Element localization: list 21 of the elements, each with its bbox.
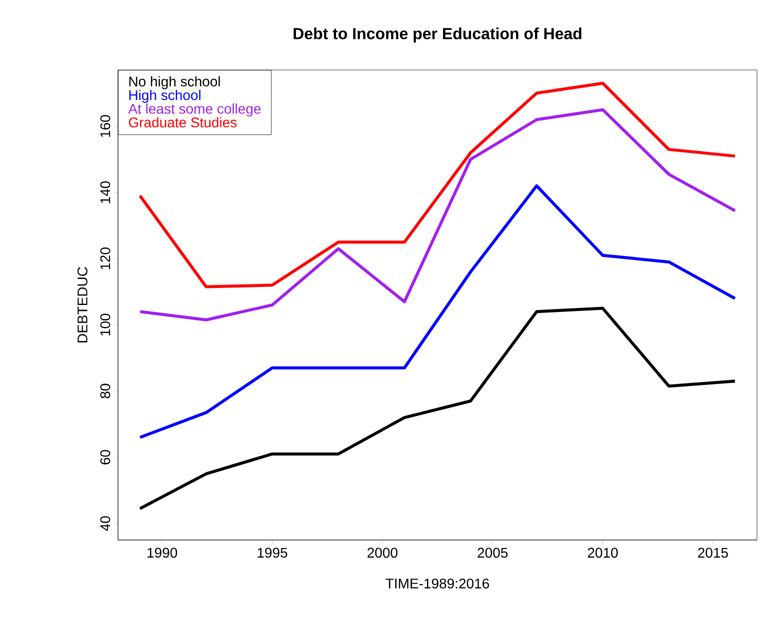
x-axis-title: TIME-1989:2016 — [386, 578, 490, 588]
x-tick-label: 2000 — [368, 548, 398, 558]
x-tick-label: 1995 — [258, 548, 288, 558]
y-tick-label: 40 — [100, 516, 110, 531]
line-series — [138, 306, 736, 510]
text: No high school — [129, 76, 220, 90]
y-tick-label: 80 — [100, 384, 110, 398]
y-tick-label: 60 — [100, 450, 110, 464]
text: Graduate Studies — [128, 117, 237, 128]
chart-title: Debt to Income per Education of Head — [294, 28, 582, 42]
x-tick-label: 2015 — [698, 548, 728, 558]
y-tick-label: 120 — [100, 248, 110, 270]
y-tick-label: 140 — [100, 181, 110, 204]
x-tick-label: 2010 — [588, 548, 618, 558]
text: At least some college — [128, 103, 261, 117]
x-tick-label: 2005 — [478, 548, 508, 558]
y-tick-label: 160 — [100, 115, 110, 137]
y-axis-title: DEBTEDUC — [78, 267, 88, 342]
y-tick-label: 100 — [100, 314, 110, 336]
x-tick-label: 1990 — [148, 548, 178, 558]
text: High school — [129, 90, 200, 103]
